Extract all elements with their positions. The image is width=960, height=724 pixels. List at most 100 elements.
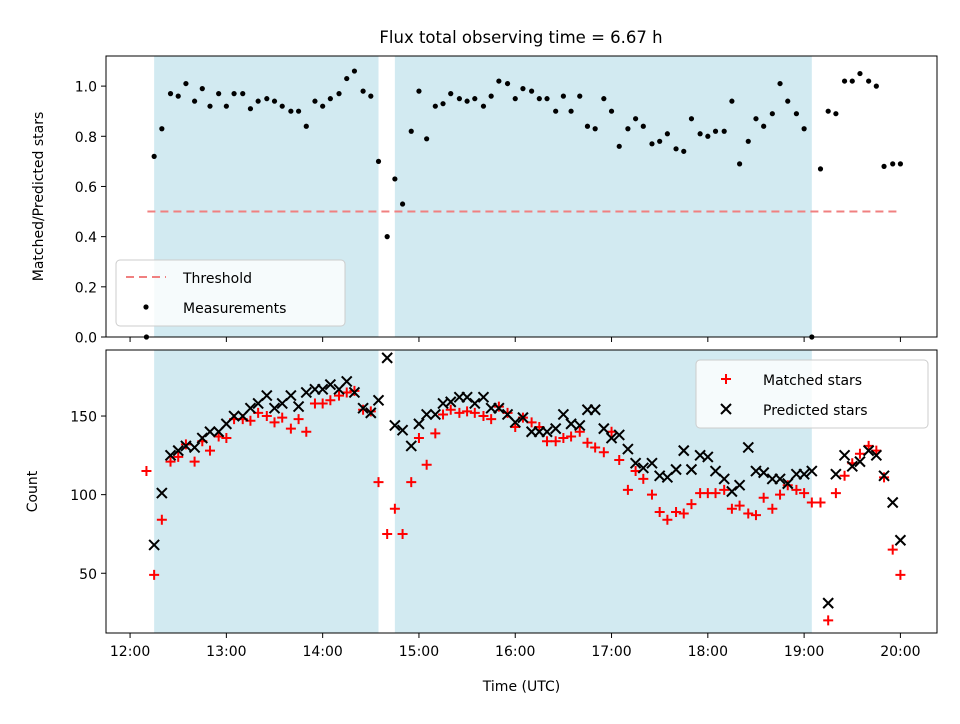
matched-star-point <box>686 499 697 510</box>
y-tick-label: 0.6 <box>75 180 97 196</box>
measurement-point <box>866 78 872 84</box>
predicted-star-point <box>389 419 401 432</box>
matched-star-point <box>806 497 817 508</box>
matched-star-point <box>775 489 786 500</box>
matched-star-point <box>285 423 296 434</box>
measurement-point <box>625 126 631 132</box>
measurement-point <box>223 103 229 109</box>
matched-star-point <box>277 412 288 423</box>
measurement-point <box>175 93 181 99</box>
measurement-point <box>881 163 887 169</box>
measurement-point <box>448 91 454 97</box>
measurement-point <box>616 143 622 149</box>
predicted-star-point <box>316 383 329 396</box>
axes-frame <box>105 349 938 634</box>
measurement-point <box>753 116 759 122</box>
predicted-star-point <box>156 487 168 499</box>
measurement-point <box>873 83 879 89</box>
measurement-point <box>577 93 583 99</box>
matched-star-point <box>269 417 280 428</box>
legend-box <box>695 359 929 429</box>
matched-star-point <box>542 436 553 447</box>
measurement-point <box>216 91 222 97</box>
measurement-point <box>721 128 727 134</box>
matched-star-point <box>430 428 441 439</box>
predicted-star-point <box>357 402 369 414</box>
predicted-star-point <box>469 397 481 410</box>
matched-star-point <box>767 503 778 514</box>
predicted-star-point <box>886 496 899 509</box>
matched-star-point <box>478 411 489 422</box>
measurement-point <box>312 98 318 104</box>
predicted-star-point <box>413 418 425 430</box>
measurement-point <box>472 96 478 102</box>
matched-star-point <box>622 484 633 495</box>
predicted-star-point <box>549 422 562 435</box>
matched-star-point <box>469 407 480 418</box>
x-tick-label: 15:00 <box>399 644 439 660</box>
measurement-point <box>793 111 800 117</box>
x-tick-label: 17:00 <box>591 644 631 660</box>
matched-star-point <box>454 407 465 418</box>
measurement-point <box>657 138 663 144</box>
predicted-star-point <box>565 418 577 430</box>
measurement-point <box>424 136 430 142</box>
predicted-star-point <box>228 410 240 422</box>
y-axis-label: Matched/Predicted stars <box>31 112 47 282</box>
measurement-point <box>295 108 302 114</box>
matched-star-point <box>317 398 328 409</box>
chart-title: Flux total observing time = 6.67 h <box>379 28 662 47</box>
y-tick-label: 0.8 <box>75 130 97 146</box>
measurement-point <box>608 108 615 114</box>
matched-star-point <box>743 508 754 519</box>
predicted-star-point <box>718 473 730 485</box>
matched-star-point <box>614 455 625 466</box>
measurement-point <box>857 70 863 77</box>
x-tick-label: 20:00 <box>880 644 920 660</box>
matched-star-point <box>887 544 898 555</box>
measurement-point <box>167 91 174 97</box>
matched-star-point <box>173 451 184 462</box>
measurement-point <box>729 98 735 104</box>
legend-predicted-label: Predicted stars <box>763 403 868 419</box>
predicted-star-point <box>381 352 393 364</box>
matched-star-point <box>382 528 393 539</box>
matched-star-point <box>204 445 215 456</box>
predicted-star-point <box>541 426 553 438</box>
predicted-star-point <box>806 465 818 477</box>
predicted-star-point <box>742 441 754 454</box>
predicted-star-point <box>622 443 634 455</box>
predicted-star-point <box>493 402 505 414</box>
matched-star-point <box>502 407 513 418</box>
matched-star-point <box>413 433 424 444</box>
matched-star-point <box>325 395 336 406</box>
y-tick-label: 1.0 <box>75 80 97 96</box>
measurement-point <box>151 153 157 159</box>
matched-star-point <box>854 448 865 459</box>
legend-predicted-swatch <box>720 403 732 415</box>
measurement-point <box>288 108 294 114</box>
predicted-star-point <box>854 455 866 468</box>
matched-star-point <box>189 456 200 467</box>
measurement-point <box>240 91 246 97</box>
predicted-star-point <box>870 449 883 462</box>
x-tick-label: 14:00 <box>302 644 342 660</box>
x-tick-label: 18:00 <box>688 644 728 660</box>
predicted-star-point <box>261 389 273 402</box>
matched-star-point <box>438 409 449 420</box>
predicted-star-point <box>574 419 586 432</box>
matched-star-point <box>646 489 657 500</box>
measurement-point <box>640 123 646 129</box>
predicted-star-point <box>405 440 417 452</box>
matched-star-point <box>421 459 432 470</box>
y-tick-label: 0.0 <box>75 331 97 347</box>
measurement-point <box>480 103 487 109</box>
measurement-point <box>344 75 350 82</box>
measurement-point <box>255 98 261 104</box>
matched-star-point <box>782 480 793 491</box>
legend-box <box>115 259 346 327</box>
measurement-point <box>271 98 278 104</box>
matched-star-point <box>221 433 232 444</box>
predicted-star-point <box>862 444 875 457</box>
matched-star-point <box>710 488 721 499</box>
